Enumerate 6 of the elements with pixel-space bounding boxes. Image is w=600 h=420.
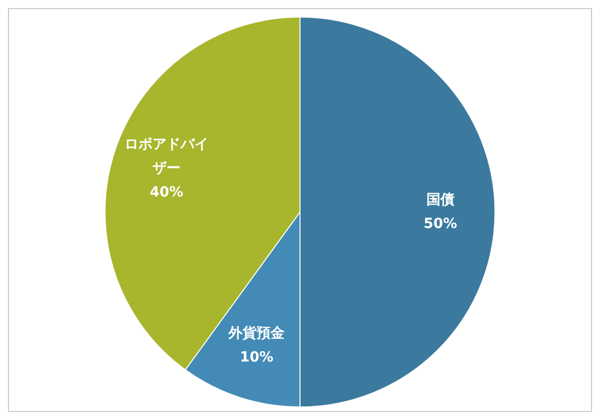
data-label: 40% [150, 184, 184, 200]
slice-label: ロボアドバイザー [124, 136, 208, 176]
slice-label: 国債 [426, 192, 454, 208]
data-label: 50% [424, 216, 458, 232]
slice-label: 外貨預金 [228, 325, 286, 342]
data-label: 10% [240, 349, 274, 366]
